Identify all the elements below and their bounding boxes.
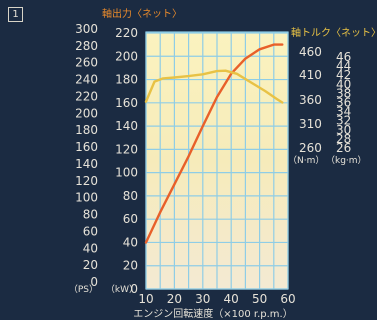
torque-line xyxy=(144,69,284,104)
ps-unit-label: （PS） xyxy=(69,284,98,295)
x-tick-label: 40 xyxy=(224,292,239,306)
kw-tick-label: 120 xyxy=(115,142,138,156)
kw-tick-label: 180 xyxy=(115,73,138,87)
kw-tick-label: 100 xyxy=(115,166,138,180)
kw-tick-label: 60 xyxy=(123,212,138,226)
kgm-tick-label: 34 xyxy=(336,105,351,119)
ps-tick-label: 0 xyxy=(90,275,98,289)
kw-tick-label: 20 xyxy=(123,259,138,273)
kgm-tick-label: 28 xyxy=(336,132,351,146)
x-tick-label: 50 xyxy=(252,292,267,306)
power-series-label: 軸出力〈ネット〉 xyxy=(102,7,182,20)
ps-tick-label: 240 xyxy=(75,73,98,87)
kw-tick-label: 140 xyxy=(115,119,138,133)
ps-tick-label: 260 xyxy=(75,56,98,70)
kw-tick-label: 160 xyxy=(115,96,138,110)
kw-tick-label: 40 xyxy=(123,235,138,249)
x-tick-label: 10 xyxy=(138,292,153,306)
kgm-tick-label: 26 xyxy=(336,141,351,155)
x-tick-label: 20 xyxy=(167,292,182,306)
kgm-unit-label: （kg·m） xyxy=(326,155,367,166)
x-tick-label: 30 xyxy=(195,292,210,306)
kgm-tick-label: 36 xyxy=(336,96,351,110)
kw-tick-label: 200 xyxy=(115,49,138,63)
x-axis-title: エンジン回転速度（×100 r.p.m.） xyxy=(133,307,292,320)
ps-tick-label: 180 xyxy=(75,123,98,137)
kgm-tick-label: 32 xyxy=(336,114,351,128)
kw-tick-label: 80 xyxy=(123,189,138,203)
kgm-tick-label: 30 xyxy=(336,123,351,137)
kgm-tick-label: 44 xyxy=(336,59,351,73)
nm-unit-label: （N·m） xyxy=(288,155,324,166)
ps-tick-label: 300 xyxy=(75,22,98,36)
kw-tick-label: 0 xyxy=(130,282,138,296)
torque-series-label: 軸トルク〈ネット〉 xyxy=(291,26,377,39)
nm-tick-label: 410 xyxy=(299,68,322,82)
ps-tick-label: 280 xyxy=(75,39,98,53)
ps-tick-label: 160 xyxy=(75,140,98,154)
kgm-tick-label: 40 xyxy=(336,77,351,91)
figure-number: 1 xyxy=(12,9,19,20)
nm-tick-label: 360 xyxy=(299,93,322,107)
plot-frame xyxy=(145,31,289,290)
power-line xyxy=(144,43,284,244)
nm-tick-label: 260 xyxy=(299,141,322,155)
ps-tick-label: 120 xyxy=(75,174,98,188)
x-tick-label: 60 xyxy=(280,292,295,306)
ps-tick-label: 60 xyxy=(83,224,98,238)
ps-tick-label: 20 xyxy=(83,258,98,272)
ps-tick-label: 140 xyxy=(75,157,98,171)
kgm-tick-label: 42 xyxy=(336,68,351,82)
ps-tick-label: 80 xyxy=(83,208,98,222)
ps-tick-label: 40 xyxy=(83,241,98,255)
figure-number-box: 1 xyxy=(8,7,23,22)
kgm-tick-label: 38 xyxy=(336,86,351,100)
nm-tick-label: 460 xyxy=(299,45,322,59)
nm-tick-label: 310 xyxy=(299,117,322,131)
ps-tick-label: 200 xyxy=(75,106,98,120)
ps-tick-label: 220 xyxy=(75,89,98,103)
ps-tick-label: 100 xyxy=(75,191,98,205)
kw-unit-label: （kW） xyxy=(106,284,138,295)
kw-tick-label: 220 xyxy=(115,26,138,40)
kgm-tick-label: 46 xyxy=(336,50,351,64)
